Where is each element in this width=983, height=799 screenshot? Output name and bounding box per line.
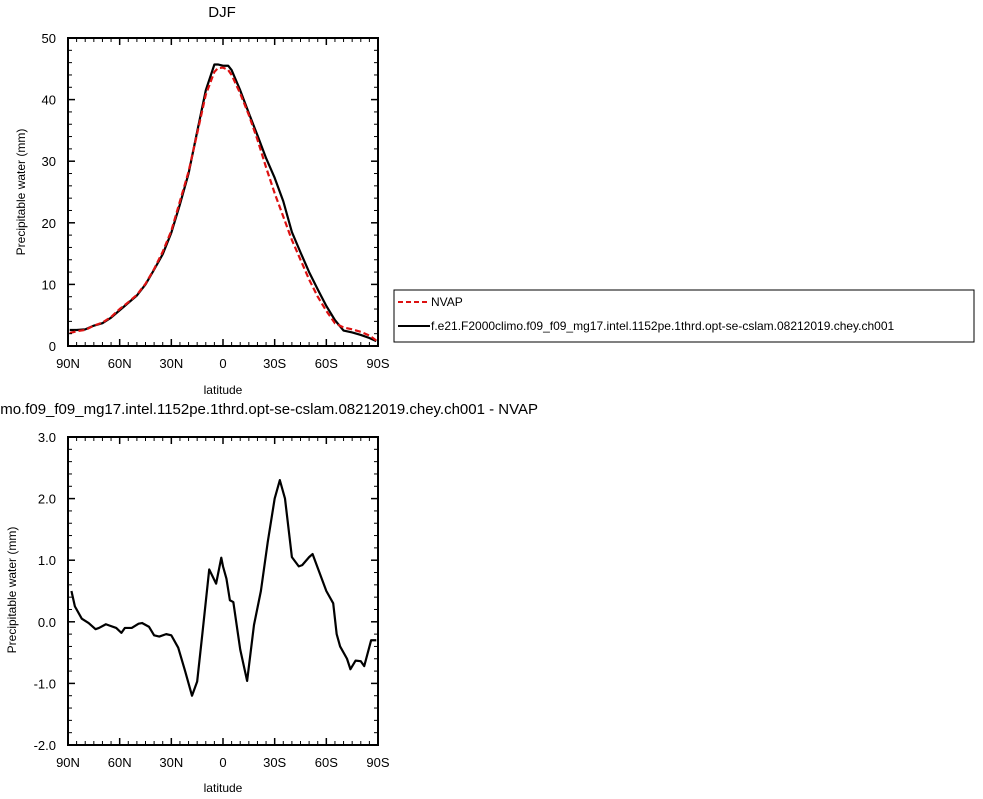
y-tick-label: 40 (42, 93, 56, 108)
y-tick-label: -1.0 (34, 676, 56, 691)
legend-label-nvap: NVAP (431, 295, 463, 309)
series-line-model (69, 63, 377, 343)
legend-label-model: f.e21.F2000climo.f09_f09_mg17.intel.1152… (431, 319, 895, 333)
x-tick-label: 60S (315, 755, 338, 770)
x-tick-label: 60N (108, 755, 132, 770)
x-tick-label: 0 (219, 356, 226, 371)
y-tick-label: 2.0 (38, 492, 56, 507)
x-tick-label: 90N (56, 356, 80, 371)
y-tick-label: 1.0 (38, 553, 56, 568)
series-line-difference (70, 479, 377, 697)
x-tick-label: 60N (108, 356, 132, 371)
x-tick-label: 90N (56, 755, 80, 770)
y-tick-label: 0.0 (38, 615, 56, 630)
x-tick-label: 30S (263, 755, 286, 770)
x-tick-label: 30N (159, 755, 183, 770)
y-tick-label: 0 (49, 339, 56, 354)
x-tick-label: 30N (159, 356, 183, 371)
bottom-y-axis-label: Precipitable water (mm) (5, 527, 19, 654)
y-tick-label: -2.0 (34, 738, 56, 753)
y-tick-label: 3.0 (38, 430, 56, 445)
y-tick-label: 10 (42, 277, 56, 292)
legend-box (393, 289, 975, 343)
bottom-panel: f.e21.F2000climo.f09_f09_mg17.intel.1152… (0, 401, 538, 795)
top-chart-title: DJF (208, 4, 236, 21)
y-tick-label: 50 (42, 31, 56, 46)
top-plot-frame (67, 37, 379, 347)
x-tick-label: 0 (219, 755, 226, 770)
top-x-axis-label: latitude (204, 383, 243, 397)
y-tick-label: 20 (42, 216, 56, 231)
y-tick-label: 30 (42, 154, 56, 169)
top-panel: DJF 90N 60N 30N 0 30S 60S 90S 0 10 20 30 40 50 latit… (14, 4, 390, 397)
series-line-nvap (69, 66, 377, 342)
bottom-x-axis-label: latitude (204, 781, 243, 795)
bottom-chart-title: f.e21.F2000climo.f09_f09_mg17.intel.1152… (0, 401, 538, 418)
top-y-axis-label: Precipitable water (mm) (14, 129, 28, 256)
x-tick-label: 90S (366, 755, 389, 770)
x-tick-label: 60S (315, 356, 338, 371)
x-tick-label: 30S (263, 356, 286, 371)
x-tick-label: 90S (366, 356, 389, 371)
legend: NVAP f.e21.F2000climo.f09_f09_mg17.intel… (393, 289, 975, 343)
bottom-plot-frame (67, 436, 379, 746)
